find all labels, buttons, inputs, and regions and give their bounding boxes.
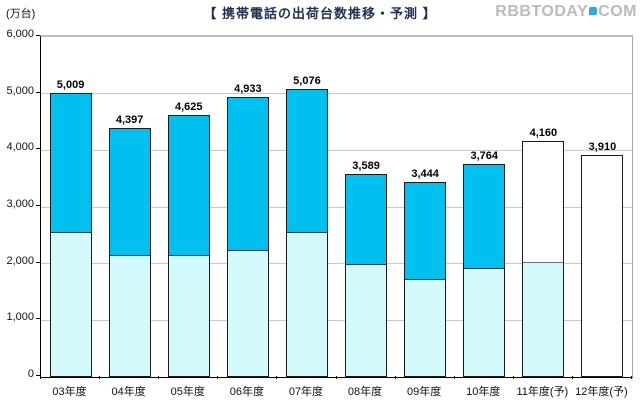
bar-value-label: 4,397 (115, 113, 144, 126)
x-axis-category-label: 10年度 (466, 386, 501, 398)
bar-12年度(予) (581, 155, 624, 377)
gridline (41, 93, 632, 95)
x-axis-tick-mark (631, 376, 632, 379)
chart-title: 【 携帯電話の出荷台数推移・予測 】 (203, 6, 437, 21)
bar-03年度 (49, 93, 92, 377)
x-axis-tick-mark (394, 376, 396, 379)
bar-value-label: 5,009 (56, 79, 85, 92)
bar-value-label: 4,160 (529, 127, 558, 140)
x-axis-tick-mark (40, 376, 41, 379)
y-axis-tick-mark (36, 205, 40, 206)
y-axis-tick-label: 4,000 (6, 141, 34, 154)
bar-07年度 (285, 89, 328, 377)
gridline (41, 206, 632, 208)
x-axis-category-label: 05年度 (170, 386, 205, 398)
bar-lower-segment (168, 255, 209, 376)
y-axis-tick-label: 6,000 (6, 28, 34, 40)
bar-value-label: 4,933 (234, 83, 262, 96)
y-axis-tick-mark (36, 148, 40, 150)
x-axis-tick-mark (512, 376, 514, 379)
bar-value-label: 4,625 (174, 100, 203, 113)
bar-value-label: 3,589 (352, 159, 380, 172)
bar-value-label: 3,910 (588, 141, 617, 154)
bar-value-label: 3,444 (411, 167, 439, 180)
watermark: RBBTODAY COM (495, 3, 637, 21)
x-axis-category-label: 03年度 (52, 386, 87, 398)
bar-lower-segment (523, 262, 564, 376)
x-axis-category-label: 06年度 (229, 386, 264, 398)
x-axis-tick-mark (453, 376, 455, 379)
y-axis-tick-label: 0 (27, 368, 34, 380)
bar-08年度 (345, 173, 388, 377)
x-axis-tick-mark (217, 376, 219, 379)
y-axis-unit-label: (万台) (6, 8, 36, 20)
bar-lower-segment (346, 263, 387, 376)
x-axis-tick-mark (276, 376, 278, 379)
y-axis-tick-mark (36, 91, 40, 93)
x-axis-category-label: 09年度 (407, 386, 442, 398)
bar-lower-segment (227, 250, 268, 376)
x-axis-tick-mark (571, 376, 573, 379)
bar-10年度 (463, 163, 506, 377)
x-axis-category-label: 12年度(予) (575, 386, 628, 398)
bar-lower-segment (286, 232, 327, 376)
y-axis-tick-mark (36, 261, 40, 263)
bar-value-label: 3,764 (470, 149, 499, 162)
x-axis-category-label: 04年度 (111, 386, 146, 398)
gridline (41, 149, 632, 151)
bar-11年度(予) (522, 141, 565, 377)
gridline (41, 263, 632, 265)
y-axis-tick-label: 1,000 (6, 311, 34, 324)
watermark-text-left: RBBTODAY (495, 3, 589, 20)
bar-06年度 (226, 97, 269, 377)
y-axis-tick-mark (36, 318, 40, 320)
bar-lower-segment (50, 231, 91, 376)
y-axis-tick-label: 2,000 (6, 254, 34, 267)
watermark-bubble-icon (589, 7, 598, 15)
watermark-text-right: COM (598, 3, 637, 20)
x-axis-tick-mark (335, 376, 337, 379)
x-axis-category-label: 07年度 (288, 386, 324, 398)
y-axis-tick-mark (36, 375, 40, 376)
y-axis-tick-label: 3,000 (6, 198, 34, 210)
bar-lower-segment (109, 255, 150, 376)
x-axis-category-label: 08年度 (347, 386, 383, 398)
bar-value-label: 5,076 (293, 75, 321, 88)
bar-05年度 (167, 114, 210, 377)
x-axis-tick-mark (99, 376, 101, 379)
bar-04年度 (108, 127, 151, 377)
gridline (41, 319, 632, 321)
x-axis-category-label: 11年度(予) (516, 386, 569, 398)
bar-lower-segment (405, 279, 446, 376)
plot-area: 5,009 4,397 4,625 4,933 5,076 3,589 3,444 3,764… (40, 35, 633, 378)
y-axis-tick-mark (36, 35, 40, 36)
bar-09年度 (404, 181, 447, 377)
bar-lower-segment (464, 267, 505, 376)
y-axis-tick-label: 5,000 (6, 84, 34, 97)
x-axis-tick-mark (158, 376, 160, 379)
